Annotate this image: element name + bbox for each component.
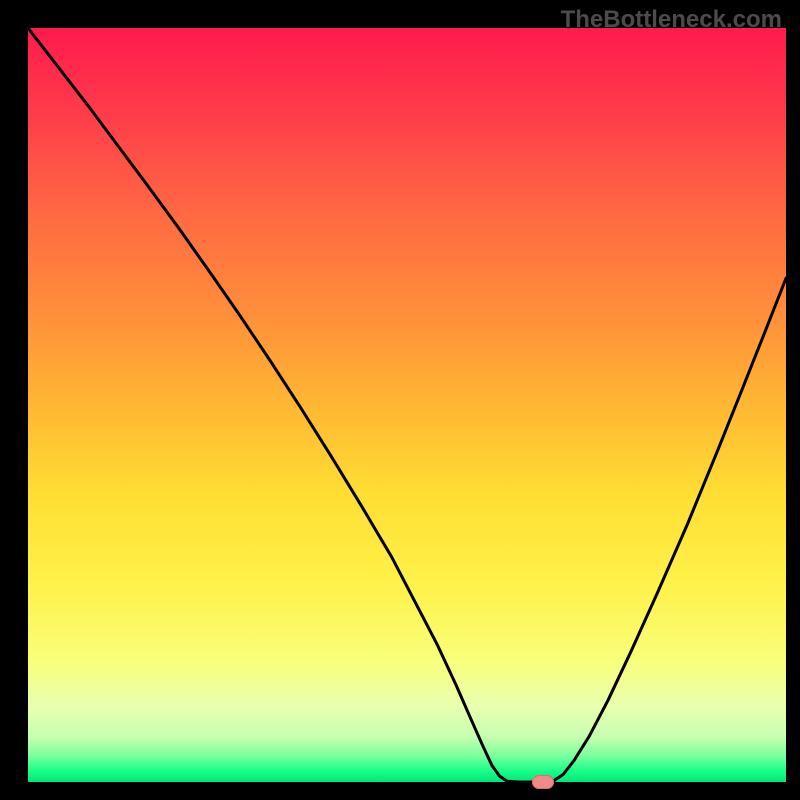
plot-area [28,28,786,782]
chart-stage: { "source_watermark": { "text": "TheBott… [0,0,800,800]
bottleneck-curve [28,28,786,782]
optimal-marker [532,775,554,789]
source-watermark: TheBottleneck.com [561,6,782,34]
curve-path [28,28,786,782]
